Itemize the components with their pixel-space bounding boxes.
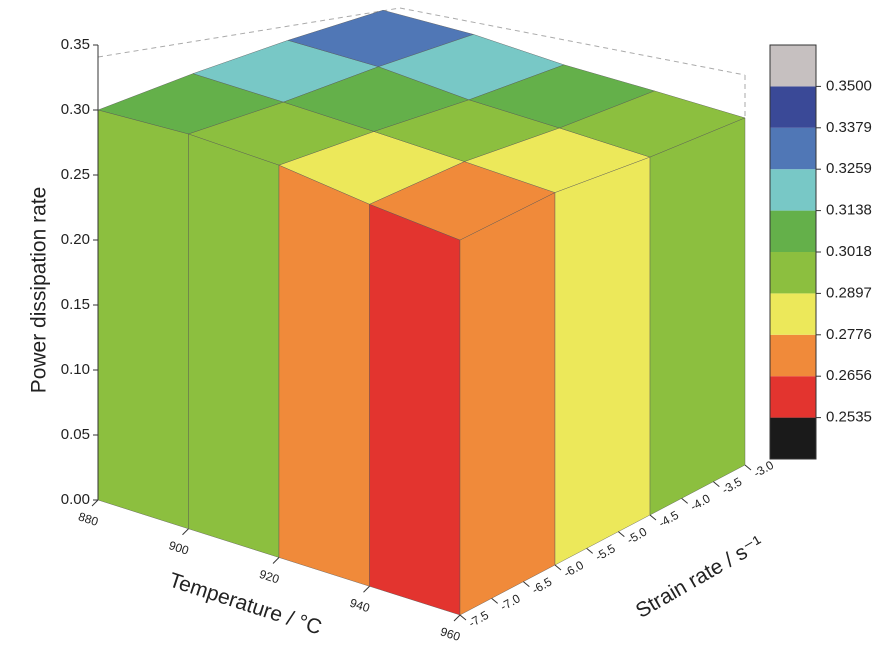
y-tick bbox=[713, 481, 720, 488]
colorbar-label: 0.2535 bbox=[826, 409, 872, 426]
x-tick-label: 940 bbox=[348, 596, 372, 616]
colorbar-label: 0.3500 bbox=[826, 77, 872, 94]
z-tick-label: 0.20 bbox=[61, 231, 90, 248]
x-tick bbox=[453, 614, 461, 622]
colorbar-band bbox=[770, 45, 816, 87]
z-tick-label: 0.10 bbox=[61, 361, 90, 378]
y-tick bbox=[491, 597, 498, 604]
colorbar-band bbox=[770, 252, 816, 294]
colorbar-band bbox=[770, 417, 816, 459]
x-tick bbox=[363, 585, 370, 593]
x-tick-label: 960 bbox=[439, 624, 463, 644]
y-tick bbox=[681, 497, 688, 504]
y-tick bbox=[586, 547, 593, 554]
colorbar-label: 0.2656 bbox=[826, 367, 872, 384]
y-tick-label: -3.0 bbox=[751, 458, 776, 481]
y-tick bbox=[459, 614, 467, 621]
y-tick-label: -4.0 bbox=[688, 491, 713, 514]
back-edge bbox=[399, 7, 746, 76]
colorbar-band bbox=[770, 127, 816, 170]
colorbar-label: 0.3379 bbox=[826, 119, 872, 136]
colorbar-band bbox=[770, 293, 816, 335]
colorbar-label: 0.2776 bbox=[826, 326, 872, 343]
side-patch bbox=[188, 133, 280, 558]
colorbar-label: 0.3018 bbox=[826, 243, 872, 260]
back-edge bbox=[97, 7, 401, 58]
colorbar-band bbox=[770, 86, 816, 128]
side-patch bbox=[649, 117, 746, 516]
y-tick bbox=[744, 464, 752, 471]
z-tick-label: 0.30 bbox=[61, 101, 90, 118]
y-tick bbox=[618, 531, 625, 538]
y-tick-label: -7.0 bbox=[498, 591, 523, 614]
back-wall bbox=[97, 7, 746, 118]
y-tick-label: -5.0 bbox=[624, 524, 649, 547]
colorbar-label: 0.3138 bbox=[826, 202, 872, 219]
side-patch bbox=[459, 192, 556, 616]
colorbar-label: 0.2897 bbox=[826, 284, 872, 301]
side-patch bbox=[369, 204, 461, 616]
y-tick bbox=[523, 581, 530, 588]
z-tick-label: 0.25 bbox=[61, 166, 90, 183]
colorbar-band bbox=[770, 210, 816, 252]
x-axis-label: Temperature / °C bbox=[166, 569, 324, 640]
side-patch bbox=[278, 164, 370, 587]
y-tick bbox=[554, 564, 562, 571]
y-tick-label: -6.0 bbox=[561, 558, 586, 581]
z-tick-label: 0.15 bbox=[61, 296, 90, 313]
x-tick-label: 920 bbox=[258, 567, 282, 587]
y-tick-label: -6.5 bbox=[529, 574, 554, 597]
side-patch bbox=[554, 156, 651, 566]
y-axis-label: Strain rate / s⁻¹ bbox=[632, 531, 767, 622]
colorbar-band bbox=[770, 376, 816, 418]
x-tick bbox=[272, 557, 280, 564]
x-tick bbox=[182, 528, 189, 536]
y-tick-label: -7.5 bbox=[466, 608, 491, 631]
colorbar-label: 0.3259 bbox=[826, 160, 872, 177]
colorbar-band bbox=[770, 169, 816, 211]
z-axis-label: Power dissipation rate bbox=[28, 187, 51, 394]
x-tick-label: 900 bbox=[167, 538, 191, 558]
y-tick bbox=[649, 514, 657, 521]
x-tick bbox=[91, 499, 99, 507]
x-tick-label: 880 bbox=[77, 509, 101, 529]
side-patch bbox=[97, 109, 189, 530]
y-tick-label: -3.5 bbox=[719, 474, 744, 497]
colorbar-band bbox=[770, 334, 816, 377]
y-tick-label: -4.5 bbox=[656, 508, 681, 531]
z-tick-label: 0.35 bbox=[61, 36, 90, 53]
z-tick-label: 0.05 bbox=[61, 426, 90, 443]
z-tick-label: 0.00 bbox=[61, 491, 90, 508]
y-tick-label: -5.5 bbox=[593, 541, 618, 564]
